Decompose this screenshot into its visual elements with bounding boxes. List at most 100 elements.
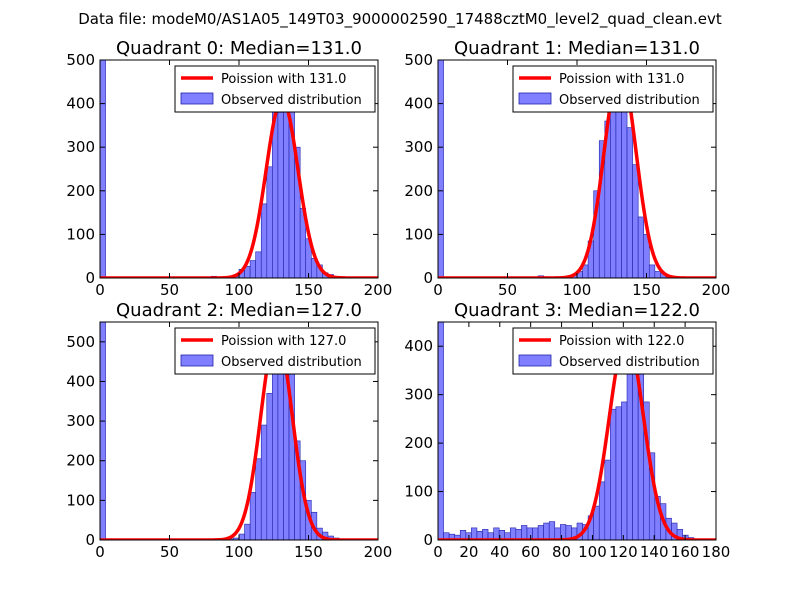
histogram-bar <box>654 271 661 278</box>
histogram-bar <box>543 522 550 540</box>
legend-label-observed: Observed distribution <box>221 355 362 370</box>
x-tick-label: 140 <box>640 543 669 561</box>
chart-title: Quadrant 2: Median=127.0 <box>116 300 362 321</box>
x-tick-label: 150 <box>632 281 661 299</box>
chart-panel-1: 0 50 100 150 200 0 100 200 300 400 500 Quadrant 1: … <box>404 38 730 299</box>
y-tick-label: 500 <box>66 51 95 69</box>
y-tick-label: 400 <box>66 95 95 113</box>
x-tick-label: 0 <box>95 281 105 299</box>
histogram-bars <box>438 60 716 278</box>
legend-bar-swatch <box>518 354 552 367</box>
histogram-bar <box>238 533 245 540</box>
legend: Poission with 131.0 Observed distribution <box>512 65 714 113</box>
legend: Poission with 131.0 Observed distribution <box>174 65 376 113</box>
histogram-bar <box>548 521 556 540</box>
y-tick-label: 300 <box>404 386 433 404</box>
chart-panel-0: 0 50 100 150 200 0 100 200 300 400 500 Quadrant 0: … <box>66 38 392 299</box>
x-tick-label: 100 <box>563 281 592 299</box>
x-tick-label: 150 <box>294 281 323 299</box>
poisson-curve <box>438 66 716 278</box>
histogram-bar <box>272 109 279 278</box>
legend-bar-swatch <box>180 354 214 367</box>
legend-label-observed: Observed distribution <box>559 355 700 370</box>
legend-label-poisson: Poission with 131.0 <box>221 72 346 87</box>
y-tick-label: 300 <box>404 138 433 156</box>
x-tick-label: 100 <box>225 543 254 561</box>
histogram-bar <box>676 529 683 540</box>
histogram-bar <box>626 127 633 278</box>
y-tick-label: 400 <box>404 337 433 355</box>
y-tick-label: 300 <box>66 412 95 430</box>
histogram-bar <box>249 260 256 278</box>
histogram-bar <box>255 251 262 278</box>
x-tick-label: 100 <box>578 543 607 561</box>
histogram-bar <box>537 525 544 540</box>
histogram-bar <box>648 264 656 278</box>
y-tick-label: 500 <box>404 51 433 69</box>
legend-label-poisson: Poission with 131.0 <box>559 72 684 87</box>
histogram-bar <box>438 322 444 540</box>
histogram-bar <box>610 408 617 540</box>
y-tick-label: 400 <box>66 372 95 390</box>
histogram-bar <box>255 458 262 540</box>
chart-title: Quadrant 3: Median=122.0 <box>454 300 700 321</box>
legend: Poission with 122.0 Observed distribution <box>512 327 714 375</box>
histogram-bar <box>526 527 533 540</box>
histogram-bar <box>266 166 273 278</box>
histogram-bar <box>100 60 106 278</box>
histogram-bar <box>593 505 600 540</box>
y-tick-label: 400 <box>404 95 433 113</box>
histogram-bar <box>615 406 622 540</box>
histogram-bar <box>621 401 628 540</box>
histogram-bar <box>266 393 273 540</box>
histogram-bar <box>260 424 268 540</box>
y-tick-label: 200 <box>404 434 433 452</box>
x-tick-label: 180 <box>702 543 731 561</box>
histogram-bar <box>610 83 617 278</box>
y-tick-label: 100 <box>66 491 95 509</box>
histogram-bar <box>277 112 284 278</box>
legend-bar-swatch <box>518 92 552 105</box>
chart-title: Quadrant 0: Median=131.0 <box>116 38 362 59</box>
histogram-bar <box>637 216 645 278</box>
x-tick-label: 20 <box>459 543 478 561</box>
histogram-bar <box>493 527 500 540</box>
legend-label-observed: Observed distribution <box>221 93 362 108</box>
y-tick-label: 200 <box>66 182 95 200</box>
legend-label-observed: Observed distribution <box>559 93 700 108</box>
x-tick-label: 50 <box>160 281 179 299</box>
histogram-bar <box>272 373 279 540</box>
y-tick-label: 100 <box>404 225 433 243</box>
x-tick-label: 50 <box>160 543 179 561</box>
chart-panel-3: 0 20 40 60 80 100 120 140 160 1800100200300400Qua… <box>404 300 730 561</box>
histogram-bar <box>100 322 106 540</box>
x-tick-label: 200 <box>702 281 731 299</box>
poisson-curve <box>438 334 716 540</box>
histogram-bar <box>244 523 251 540</box>
y-tick-label: 200 <box>66 452 95 470</box>
x-tick-label: 160 <box>671 543 700 561</box>
x-tick-label: 200 <box>364 543 393 561</box>
histogram-bar <box>471 527 478 540</box>
histogram-bar <box>532 527 539 540</box>
chart-title: Quadrant 1: Median=131.0 <box>454 38 700 59</box>
chart-panel-2: 0 50 100 150 200 0 100 200 300 400 500 Quadrant 2: … <box>66 300 392 561</box>
x-tick-label: 0 <box>433 543 443 561</box>
histogram-bar <box>604 459 611 540</box>
x-tick-label: 0 <box>433 281 443 299</box>
histogram-bar <box>521 525 528 540</box>
histogram-bar <box>438 60 444 278</box>
y-tick-label: 0 <box>423 531 433 549</box>
histogram-bar <box>260 203 268 278</box>
legend-bar-swatch <box>180 92 214 105</box>
y-tick-label: 0 <box>85 531 95 549</box>
legend-label-poisson: Poission with 127.0 <box>221 334 346 349</box>
x-tick-label: 100 <box>225 281 254 299</box>
y-tick-label: 200 <box>404 182 433 200</box>
y-tick-label: 100 <box>66 225 95 243</box>
figure-suptitle: Data file: modeM0/AS1A05_149T03_90000025… <box>78 10 722 29</box>
histogram-bar <box>632 164 639 278</box>
legend: Poission with 127.0 Observed distribution <box>174 327 376 375</box>
histogram-bar <box>598 481 606 540</box>
x-tick-label: 120 <box>609 543 638 561</box>
